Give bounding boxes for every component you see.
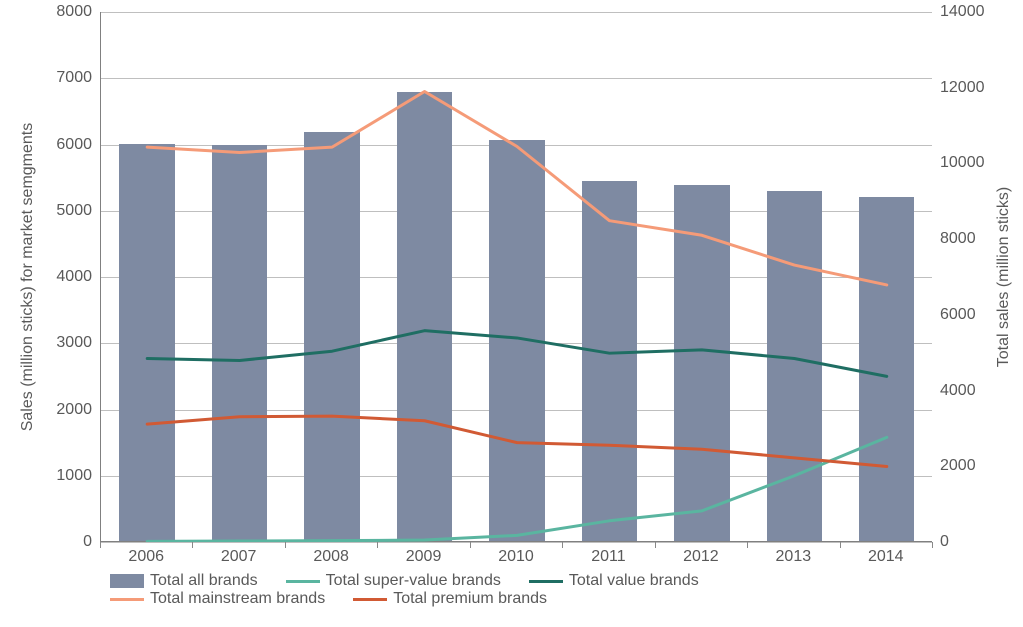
- y-tick-left: 5000: [56, 202, 92, 220]
- legend-label: Total all brands: [150, 572, 258, 590]
- x-tick-separator: [100, 542, 101, 548]
- y-tick-right: 12000: [940, 79, 985, 97]
- y-tick-right: 8000: [940, 230, 976, 248]
- x-tick-separator: [192, 542, 193, 548]
- y-tick-left: 2000: [56, 401, 92, 419]
- legend: Total all brands Total super-value brands…: [110, 572, 922, 608]
- series-line: [147, 437, 887, 541]
- line-overlay: [101, 12, 933, 542]
- legend-swatch-line: [110, 598, 144, 601]
- x-tick-label: 2007: [221, 548, 257, 566]
- legend-item: Total premium brands: [353, 590, 547, 608]
- y-tick-left: 0: [83, 533, 92, 551]
- x-tick-label: 2013: [776, 548, 812, 566]
- x-tick-label: 2010: [498, 548, 534, 566]
- plot-area: [100, 12, 932, 542]
- x-tick-separator: [747, 542, 748, 548]
- legend-swatch-line: [286, 580, 320, 583]
- y-tick-left: 8000: [56, 3, 92, 21]
- legend-swatch-bar: [110, 574, 144, 588]
- y-tick-left: 7000: [56, 69, 92, 87]
- series-line: [147, 92, 887, 285]
- legend-label: Total premium brands: [393, 590, 547, 608]
- y-tick-right: 10000: [940, 154, 985, 172]
- y-tick-left: 1000: [56, 467, 92, 485]
- x-tick-label: 2009: [406, 548, 442, 566]
- y-tick-left: 4000: [56, 268, 92, 286]
- x-tick-separator: [840, 542, 841, 548]
- y-tick-right: 0: [940, 533, 949, 551]
- legend-item: Total super-value brands: [286, 572, 501, 590]
- x-tick-label: 2014: [868, 548, 904, 566]
- y-tick-right: 4000: [940, 382, 976, 400]
- y-tick-right: 2000: [940, 457, 976, 475]
- x-tick-separator: [562, 542, 563, 548]
- x-tick-separator: [377, 542, 378, 548]
- x-tick-label: 2012: [683, 548, 719, 566]
- x-tick-separator: [655, 542, 656, 548]
- x-tick-label: 2006: [128, 548, 164, 566]
- x-tick-label: 2011: [591, 548, 625, 566]
- y-tick-right: 14000: [940, 3, 985, 21]
- y-axis-left-label: Sales (million sticks) for market semgme…: [19, 123, 37, 432]
- y-tick-right: 6000: [940, 306, 976, 324]
- legend-item: Total mainstream brands: [110, 590, 325, 608]
- legend-label: Total value brands: [569, 572, 699, 590]
- x-tick-separator: [932, 542, 933, 548]
- series-line: [147, 416, 887, 466]
- legend-item: Total value brands: [529, 572, 699, 590]
- gridline: [101, 542, 932, 543]
- y-axis-right-label: Total sales (million sticks): [995, 187, 1013, 367]
- chart-container: Sales (million sticks) for market semgme…: [0, 0, 1023, 627]
- legend-swatch-line: [529, 580, 563, 583]
- x-tick-separator: [470, 542, 471, 548]
- legend-swatch-line: [353, 598, 387, 601]
- y-tick-left: 3000: [56, 334, 92, 352]
- x-tick-label: 2008: [313, 548, 349, 566]
- series-line: [147, 331, 887, 377]
- x-tick-separator: [285, 542, 286, 548]
- legend-label: Total mainstream brands: [150, 590, 325, 608]
- legend-label: Total super-value brands: [326, 572, 501, 590]
- legend-item: Total all brands: [110, 572, 258, 590]
- y-tick-left: 6000: [56, 136, 92, 154]
